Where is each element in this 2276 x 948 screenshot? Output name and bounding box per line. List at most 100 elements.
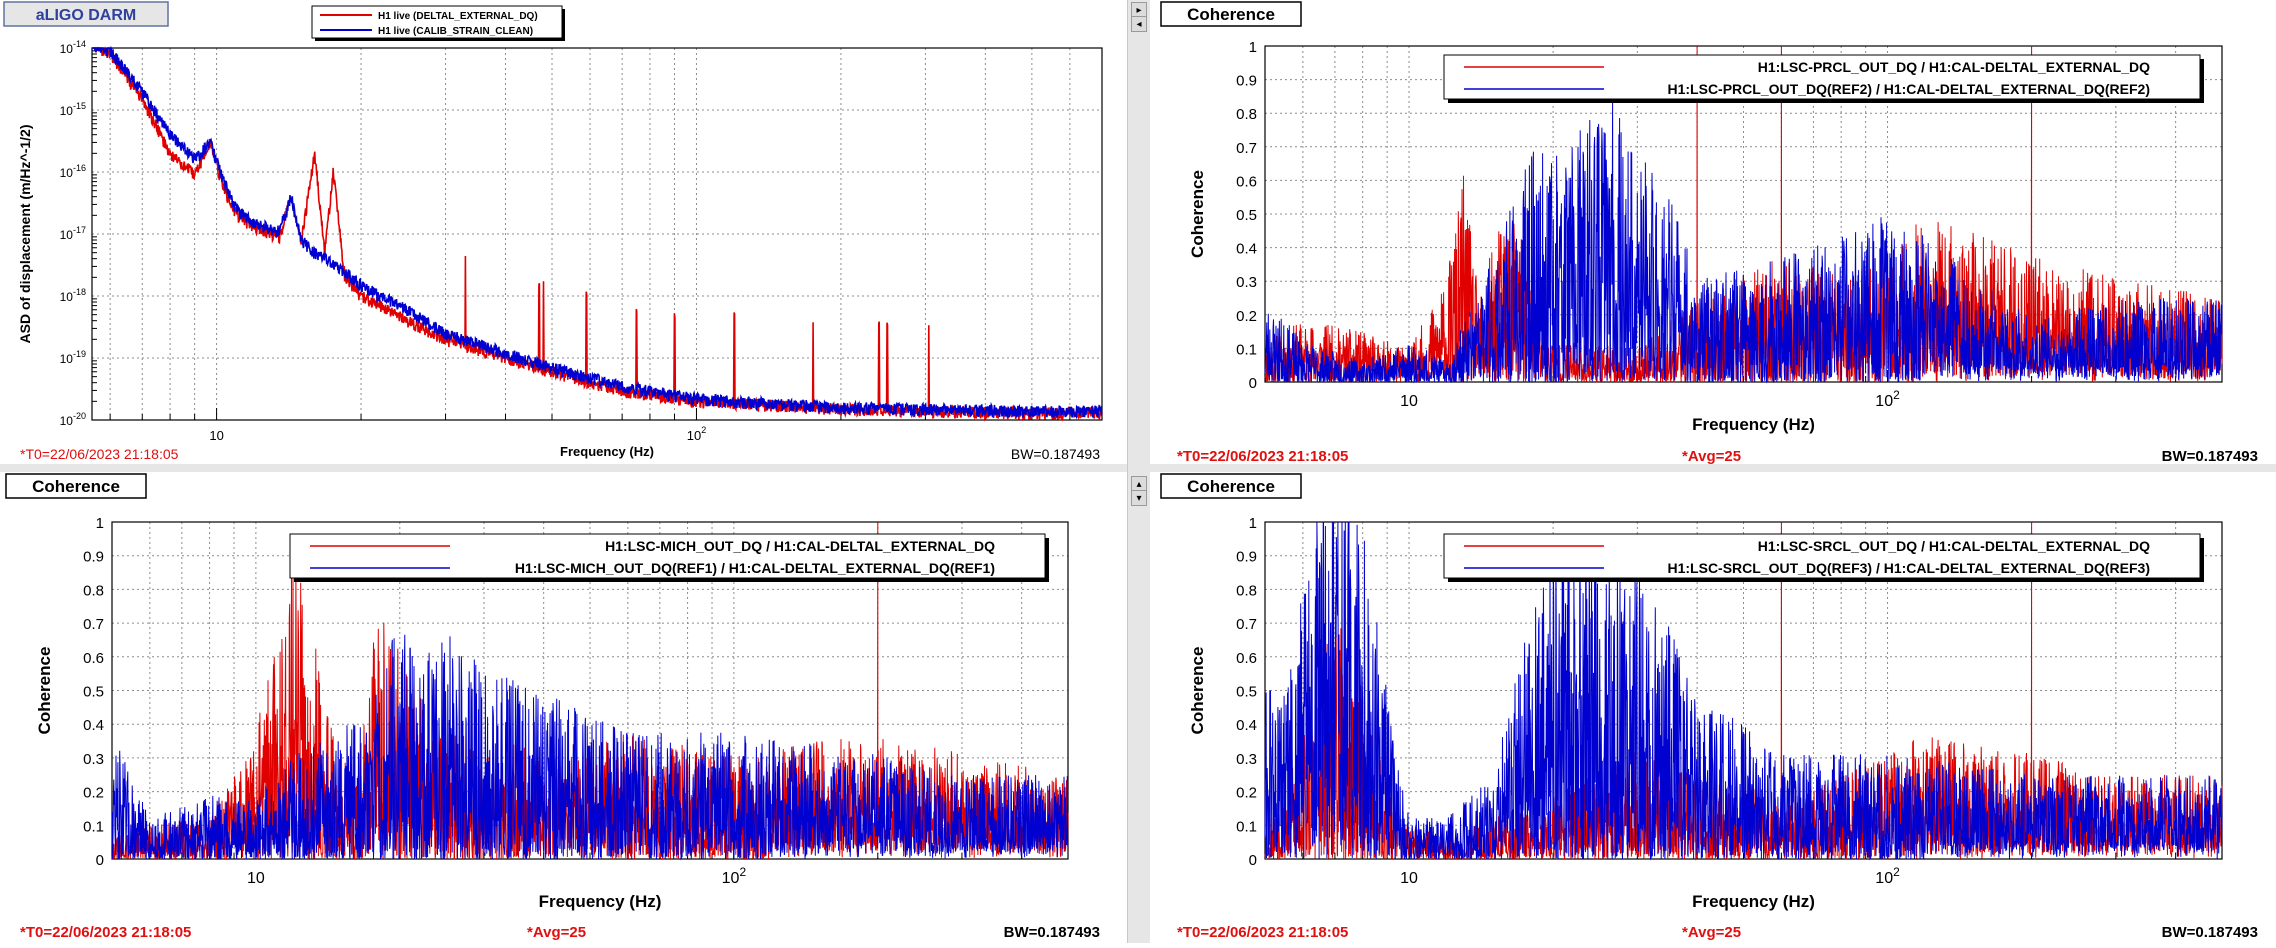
x-tick-label: 102: [1875, 388, 1900, 410]
panel-title: Coherence: [1187, 477, 1275, 496]
x-axis-label: Frequency (Hz): [1692, 892, 1815, 911]
x-tick-label: 10: [209, 428, 223, 443]
panel-title-box[interactable]: [5, 473, 147, 499]
y-tick-label: 0.4: [1236, 717, 1257, 734]
y-tick-label: 10-15: [60, 101, 86, 118]
panel-title-box[interactable]: [1160, 1, 1302, 27]
panel-title-box[interactable]: [3, 1, 169, 27]
legend-entry: H1:LSC-PRCL_OUT_DQ(REF2) / H1:CAL-DELTAL…: [1668, 81, 2151, 97]
vertical-pane-splitter[interactable]: [1127, 0, 1152, 943]
x-axis-label: Frequency (Hz): [1692, 415, 1815, 434]
y-tick-label: 0.4: [1236, 241, 1257, 258]
y-tick-label: 1: [1249, 39, 1257, 56]
y-tick-label: 0.5: [1236, 207, 1257, 224]
y-tick-label: 0.2: [1236, 308, 1257, 325]
scroll-left-arrow-icon[interactable]: ◂: [1131, 16, 1147, 32]
status-t0: *T0=22/06/2023 21:18:05: [1177, 448, 1348, 464]
x-tick-label: 102: [687, 425, 706, 443]
y-tick-label: 0.1: [1236, 341, 1257, 358]
darm-panel: aLIGO DARM *T0=22/06/2023 21:18:05 BW=0.…: [0, 0, 1127, 464]
status-bw: BW=0.187493: [2162, 924, 2258, 941]
series-line-blue: [111, 634, 1069, 861]
y-tick-label: 10-14: [60, 39, 86, 56]
y-tick-label: 0.6: [83, 650, 104, 667]
plot-frame: [1264, 521, 2223, 860]
y-tick-label: 0: [1249, 852, 1257, 869]
y-tick-label: 10-16: [60, 163, 86, 180]
status-t0: *T0=22/06/2023 21:18:05: [20, 446, 179, 462]
y-tick-label: 0: [1249, 375, 1257, 392]
y-tick-label: 0.3: [83, 751, 104, 768]
srcl-coherence-panel: Coherence *T0=22/06/2023 21:18:05 *Avg=2…: [1150, 472, 2276, 943]
x-axis-label: Frequency (Hz): [560, 444, 654, 459]
legend-entry: H1:LSC-SRCL_OUT_DQ(REF3) / H1:CAL-DELTAL…: [1668, 560, 2151, 576]
scroll-down-arrow-icon[interactable]: ▾: [1131, 490, 1147, 506]
y-tick-label: 0.5: [83, 684, 104, 701]
horizontal-pane-splitter-left[interactable]: [0, 464, 1127, 472]
x-tick-label: 10: [247, 870, 265, 887]
mich-coherence-panel: Coherence *T0=22/06/2023 21:18:05 *Avg=2…: [0, 472, 1127, 943]
y-tick-label: 0: [96, 852, 104, 869]
status-avg: *Avg=25: [1682, 924, 1741, 941]
y-tick-label: 0.3: [1236, 274, 1257, 291]
legend-entry: H1:LSC-MICH_OUT_DQ(REF1) / H1:CAL-DELTAL…: [515, 560, 995, 576]
legend-entry: H1:LSC-SRCL_OUT_DQ / H1:CAL-DELTAL_EXTER…: [1758, 538, 2150, 554]
y-tick-label: 0.1: [83, 818, 104, 835]
x-tick-label: 10: [1400, 870, 1418, 887]
status-bw: BW=0.187493: [2162, 448, 2258, 464]
series-line-blue: [1264, 102, 2223, 384]
srcl-coherence-chart: Coherence *T0=22/06/2023 21:18:05 *Avg=2…: [1160, 473, 2258, 941]
y-tick-label: 0.6: [1236, 650, 1257, 667]
y-tick-label: 0.6: [1236, 173, 1257, 190]
y-axis-label: Coherence: [35, 647, 54, 735]
panel-title: Coherence: [1187, 5, 1275, 24]
y-tick-label: 0.1: [1236, 818, 1257, 835]
legend-box: [289, 533, 1046, 579]
y-tick-label: 10-18: [60, 287, 86, 304]
y-axis-label: ASD of displacement (m/Hz^-1/2): [17, 125, 33, 344]
horizontal-pane-splitter-right[interactable]: [1150, 464, 2276, 472]
y-tick-label: 0.4: [83, 717, 104, 734]
y-tick-label: 10-17: [60, 225, 86, 242]
legend-box: [1443, 533, 2201, 579]
y-tick-label: 1: [1249, 515, 1257, 532]
scroll-up-arrow-icon[interactable]: ▴: [1131, 476, 1147, 492]
legend-entry: H1 live (CALIB_STRAIN_CLEAN): [378, 26, 533, 37]
mich-coherence-chart: Coherence *T0=22/06/2023 21:18:05 *Avg=2…: [5, 473, 1100, 941]
prcl-coherence-panel: Coherence *T0=22/06/2023 21:18:05 *Avg=2…: [1150, 0, 2276, 465]
plot-frame: [1264, 45, 2223, 383]
y-tick-label: 0.8: [1236, 106, 1257, 123]
x-axis-label: Frequency (Hz): [539, 892, 662, 911]
legend-entry: H1:LSC-PRCL_OUT_DQ / H1:CAL-DELTAL_EXTER…: [1758, 59, 2150, 75]
status-avg: *Avg=25: [1682, 448, 1741, 464]
y-tick-label: 0.2: [1236, 785, 1257, 802]
status-t0: *T0=22/06/2023 21:18:05: [20, 924, 191, 941]
y-tick-label: 0.3: [1236, 751, 1257, 768]
plot-frame: [91, 47, 1103, 421]
y-tick-label: 0.9: [1236, 73, 1257, 90]
y-axis-label: Coherence: [1188, 170, 1207, 258]
y-tick-label: 0.5: [1236, 684, 1257, 701]
legend-box: [1443, 54, 2201, 100]
legend-box: [311, 5, 563, 39]
y-tick-label: 0.8: [83, 582, 104, 599]
y-tick-label: 0.7: [83, 616, 104, 633]
y-tick-label: 1: [96, 515, 104, 532]
legend-entry: H1:LSC-MICH_OUT_DQ / H1:CAL-DELTAL_EXTER…: [605, 538, 995, 554]
series-line-blue: [1264, 521, 2223, 861]
x-tick-label: 102: [1875, 865, 1900, 887]
panel-title-box[interactable]: [1160, 473, 1302, 499]
y-axis-label: Coherence: [1188, 647, 1207, 735]
status-bw: BW=0.187493: [1011, 446, 1100, 462]
panel-title: Coherence: [32, 477, 120, 496]
y-tick-label: 0.2: [83, 785, 104, 802]
y-tick-label: 0.7: [1236, 140, 1257, 157]
plot-frame: [111, 521, 1069, 860]
x-tick-label: 10: [1400, 393, 1418, 410]
series-line-red: [92, 46, 1103, 422]
y-tick-label: 0.9: [83, 549, 104, 566]
status-t0: *T0=22/06/2023 21:18:05: [1177, 924, 1348, 941]
y-tick-label: 10-20: [60, 411, 86, 428]
prcl-coherence-chart: Coherence *T0=22/06/2023 21:18:05 *Avg=2…: [1160, 1, 2258, 465]
y-tick-label: 0.8: [1236, 582, 1257, 599]
